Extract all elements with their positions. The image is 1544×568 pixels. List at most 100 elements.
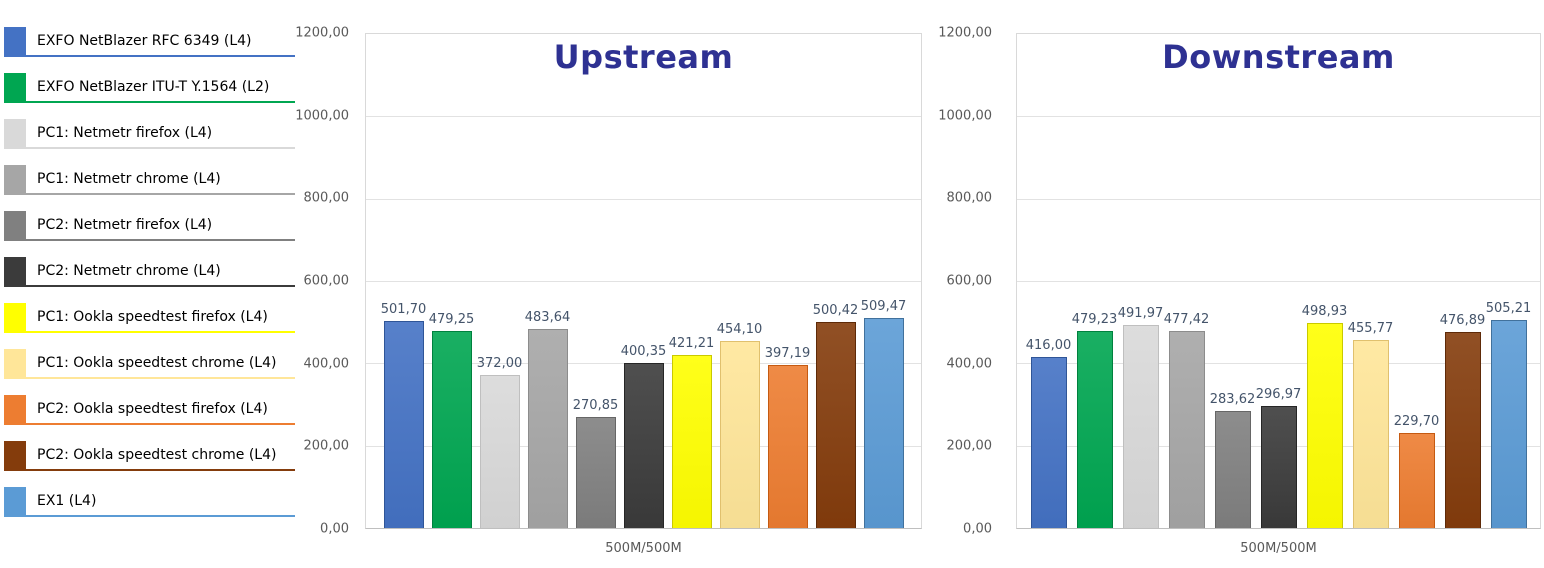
legend-item: PC2: Ookla speedtest firefox (L4): [4, 395, 295, 425]
legend-label: EXFO NetBlazer ITU-T Y.1564 (L2): [37, 79, 270, 95]
y-tick-label: 600,00: [946, 273, 993, 289]
bar-value-label: 479,25: [428, 311, 475, 327]
bar: [1214, 411, 1251, 528]
bar-wrap: 400,35: [621, 34, 666, 528]
bar-value-label: 501,70: [380, 302, 427, 318]
bar-wrap: 483,64: [524, 34, 571, 528]
bar-wrap: 479,25: [428, 34, 475, 528]
bar: [479, 374, 520, 528]
y-tick-label: 1000,00: [938, 108, 992, 124]
bar-wrap: 397,19: [764, 34, 811, 528]
legend-swatch: [4, 395, 26, 425]
legend-swatch: [4, 303, 26, 333]
bar-wrap: 229,70: [1394, 34, 1439, 528]
bar: [1030, 356, 1067, 528]
bar-group-upstream: 501,70 479,25 372,00 483,64 270,85 400,35 421,…: [366, 34, 921, 528]
legend-swatch: [4, 257, 26, 287]
y-tick-label: 0,00: [320, 521, 349, 537]
bar-wrap: 500,42: [812, 34, 859, 528]
y-tick-label: 800,00: [303, 190, 350, 206]
legend-label: PC2: Netmetr chrome (L4): [37, 263, 221, 279]
legend-swatch: [4, 27, 26, 57]
legend: EXFO NetBlazer RFC 6349 (L4) EXFO NetBlaz…: [4, 27, 295, 533]
bar-value-label: 498,93: [1301, 303, 1348, 319]
legend-label: PC1: Ookla speedtest firefox (L4): [37, 309, 268, 325]
bar: [1490, 320, 1527, 528]
chart-title-downstream: Downstream: [1162, 38, 1395, 76]
legend-swatch: [4, 349, 26, 379]
bar-value-label: 477,42: [1163, 312, 1210, 328]
bar: [671, 354, 712, 528]
legend-item: PC2: Netmetr firefox (L4): [4, 211, 295, 241]
bar-value-label: 509,47: [860, 299, 907, 315]
bar-value-label: 500,42: [812, 303, 859, 318]
bar-value-label: 476,89: [1439, 312, 1486, 328]
legend-label: PC1: Netmetr chrome (L4): [37, 171, 221, 187]
y-tick-label: 0,00: [963, 521, 992, 537]
bar: [1352, 340, 1389, 528]
y-tick-label: 1200,00: [938, 25, 992, 41]
y-tick-label: 1200,00: [295, 25, 349, 41]
bar: [1444, 331, 1481, 528]
bar-value-label: 483,64: [524, 309, 571, 325]
bar-wrap: 296,97: [1256, 34, 1301, 528]
bar: [767, 364, 808, 528]
legend-item: PC1: Netmetr chrome (L4): [4, 165, 295, 195]
legend-item: EXFO NetBlazer ITU-T Y.1564 (L2): [4, 73, 295, 103]
bar-wrap: 498,93: [1302, 34, 1347, 528]
legend-label: PC2: Ookla speedtest firefox (L4): [37, 401, 268, 417]
plot-area-downstream: Downstream 416,00 479,23 491,97 477,42 283,6…: [1016, 33, 1541, 529]
bar: [1398, 433, 1435, 528]
bar: [1168, 331, 1205, 528]
legend-swatch: [4, 211, 26, 241]
bar: [1306, 322, 1343, 528]
bar-wrap: 491,97: [1118, 34, 1163, 528]
bar-wrap: 421,21: [669, 34, 714, 528]
bar: [1260, 405, 1297, 528]
bar-value-label: 505,21: [1485, 301, 1532, 317]
legend-label: EX1 (L4): [37, 493, 97, 509]
legend-item: EXFO NetBlazer RFC 6349 (L4): [4, 27, 295, 57]
legend-item: PC2: Netmetr chrome (L4): [4, 257, 295, 287]
legend-label: PC1: Ookla speedtest chrome (L4): [37, 355, 277, 371]
legend-item: PC1: Ookla speedtest firefox (L4): [4, 303, 295, 333]
bar: [815, 322, 856, 528]
bar-value-label: 372,00: [476, 355, 523, 371]
x-axis-label-upstream: 500M/500M: [605, 541, 682, 556]
bar: [431, 330, 472, 528]
y-axis-upstream: 1200,00 1000,00 800,00 600,00 400,00 200,00 0,…: [295, 26, 357, 537]
legend-label: PC2: Ookla speedtest chrome (L4): [37, 447, 277, 463]
bar-value-label: 455,77: [1347, 321, 1394, 337]
bar-wrap: 501,70: [380, 34, 427, 528]
bar: [623, 363, 664, 528]
legend-label: PC1: Netmetr firefox (L4): [37, 125, 213, 141]
bar: [1076, 330, 1113, 528]
bar-wrap: 477,42: [1164, 34, 1209, 528]
bar-wrap: 416,00: [1026, 34, 1071, 528]
legend-label: EXFO NetBlazer RFC 6349 (L4): [37, 33, 252, 49]
bar-value-label: 283,62: [1209, 392, 1256, 408]
plot-area-upstream: Upstream 501,70 479,25 372,00 483,64 270,85 4…: [365, 33, 922, 529]
bar-wrap: 509,47: [860, 34, 907, 528]
bar-value-label: 491,97: [1117, 306, 1164, 322]
legend-swatch: [4, 165, 26, 195]
bar-value-label: 454,10: [716, 322, 763, 338]
bar: [383, 321, 424, 528]
legend-item: PC1: Netmetr firefox (L4): [4, 119, 295, 149]
bar-wrap: 372,00: [476, 34, 523, 528]
legend-item: PC2: Ookla speedtest chrome (L4): [4, 441, 295, 471]
bar-value-label: 397,19: [764, 345, 811, 361]
gridline: [1017, 363, 1540, 365]
bar: [863, 318, 904, 528]
gridline: [366, 198, 921, 200]
bar-value-label: 416,00: [1025, 337, 1072, 353]
y-tick-label: 800,00: [946, 190, 993, 206]
bar-wrap: 479,23: [1072, 34, 1117, 528]
legend-swatch: [4, 487, 26, 517]
gridline: [1017, 116, 1540, 118]
bar-group-downstream: 416,00 479,23 491,97 477,42 283,62 296,97 498,…: [1017, 34, 1540, 528]
bar: [1122, 325, 1159, 528]
bar-wrap: 505,21: [1486, 34, 1531, 528]
bar: [527, 328, 568, 528]
